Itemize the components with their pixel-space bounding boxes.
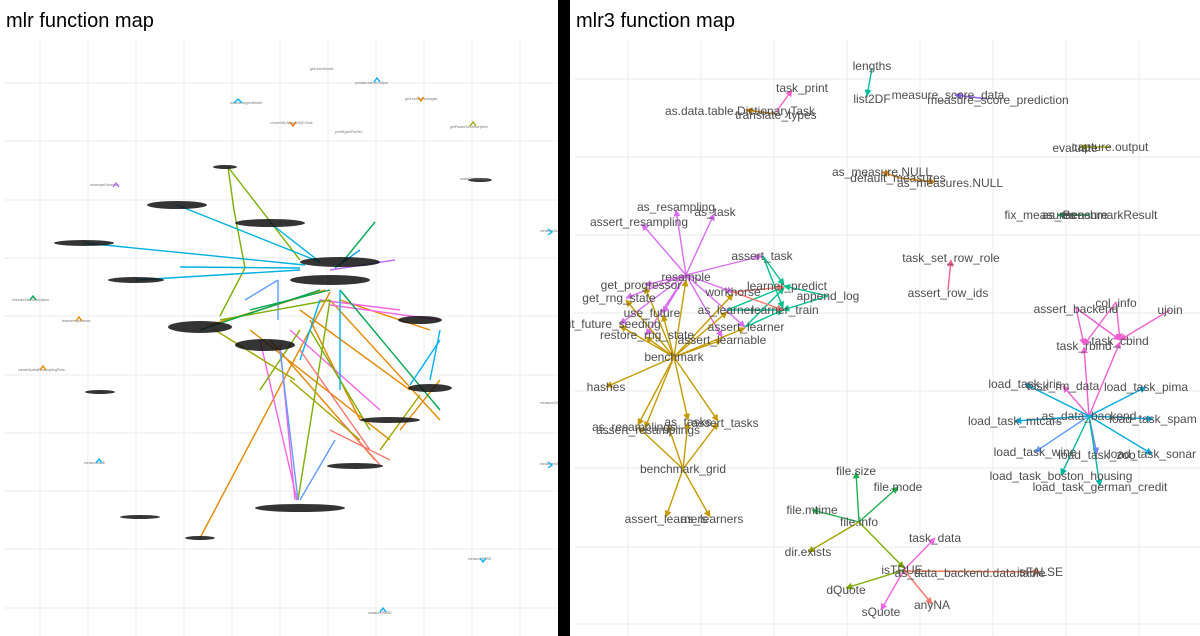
svg-text:assert_resamplings: assert_resamplings xyxy=(596,423,700,437)
svg-text:as_measures.NULL: as_measures.NULL xyxy=(897,176,1003,190)
panel-title: mlr function map xyxy=(6,10,154,33)
svg-text:assert_row_ids: assert_row_ids xyxy=(908,286,989,300)
svg-text:predictLearnerOutput: predictLearnerOutput xyxy=(355,81,388,85)
svg-text:as_resamplings: as_resamplings xyxy=(592,420,676,434)
svg-text:as_resampling: as_resampling xyxy=(637,200,715,214)
svg-text:workhorse: workhorse xyxy=(704,285,761,299)
svg-text:measureMAPE: measureMAPE xyxy=(540,462,558,466)
svg-text:as_learner: as_learner xyxy=(698,303,755,317)
svg-text:assert_tasks: assert_tasks xyxy=(691,416,758,430)
svg-text:load_task_zoo: load_task_zoo xyxy=(1058,448,1136,462)
svg-text:assert_learner: assert_learner xyxy=(708,320,785,334)
svg-text:measureAUC: measureAUC xyxy=(540,229,558,233)
svg-text:assert_resampling: assert_resampling xyxy=(590,215,688,229)
svg-text:sQuote: sQuote xyxy=(862,605,901,619)
svg-text:measure_score_prediction: measure_score_prediction xyxy=(927,93,1068,107)
svg-text:anyNA: anyNA xyxy=(914,598,950,612)
svg-text:use_future: use_future xyxy=(624,306,681,320)
grid-lines xyxy=(574,40,1200,636)
svg-text:file.info: file.info xyxy=(840,515,878,529)
label-clusters xyxy=(54,165,492,540)
svg-text:get_progressor: get_progressor xyxy=(601,278,682,292)
svg-text:file.mtime: file.mtime xyxy=(786,503,838,517)
svg-text:init_future_seeding: init_future_seeding xyxy=(570,317,661,331)
svg-text:BenchmarkResult: BenchmarkResult xyxy=(1063,208,1158,222)
svg-text:as_tasks: as_tasks xyxy=(664,415,711,429)
svg-text:load_task_pima: load_task_pima xyxy=(1104,380,1188,394)
mlr-network-graph: getLearnModel predictLearnerOutput makeW… xyxy=(4,40,558,636)
svg-text:assert_task: assert_task xyxy=(731,249,793,263)
svg-text:get_rng_state: get_rng_state xyxy=(582,291,656,305)
svg-text:assert_backend: assert_backend xyxy=(1034,302,1119,316)
svg-text:dQuote: dQuote xyxy=(826,583,866,597)
svg-text:task_set_row_role: task_set_row_role xyxy=(902,251,1000,265)
svg-text:load_task_spam: load_task_spam xyxy=(1109,412,1196,426)
svg-text:makeCostMeasure: makeCostMeasure xyxy=(460,177,489,181)
svg-text:createSpatialResamplingPlots: createSpatialResamplingPlots xyxy=(18,368,65,372)
svg-text:assert_learnable: assert_learnable xyxy=(678,333,767,347)
svg-text:as_data_backend: as_data_backend xyxy=(1042,409,1137,423)
svg-text:task_cbind: task_cbind xyxy=(1091,334,1148,348)
svg-text:learner_train: learner_train xyxy=(751,303,818,317)
panel-divider xyxy=(558,0,570,636)
svg-text:measure_score_data: measure_score_data xyxy=(892,88,1005,102)
svg-text:load_task_iris: load_task_iris xyxy=(988,377,1061,391)
svg-text:benchmark: benchmark xyxy=(644,350,704,364)
svg-text:task_data: task_data xyxy=(909,531,961,545)
svg-text:benchmark_grid: benchmark_grid xyxy=(640,462,726,476)
svg-text:measureRMSE: measureRMSE xyxy=(368,611,392,615)
svg-text:ujoin: ujoin xyxy=(1157,303,1182,317)
svg-text:task_rbind: task_rbind xyxy=(1056,339,1111,353)
svg-text:getLearnerPackages: getLearnerPackages xyxy=(405,97,438,101)
svg-text:as.data.table.DictionaryTask: as.data.table.DictionaryTask xyxy=(665,104,816,118)
svg-text:load_task_boston_housing: load_task_boston_housing xyxy=(990,469,1133,483)
svg-text:measureSSE: measureSSE xyxy=(540,401,558,405)
svg-text:load_task_sonar: load_task_sonar xyxy=(1108,447,1196,461)
svg-text:printHyperParSet: printHyperParSet xyxy=(335,130,362,134)
mlr3-network-graph: lengths list2DF task_print as.data.table… xyxy=(570,40,1200,636)
svg-text:default_measures: default_measures xyxy=(850,171,945,185)
svg-text:load_task_german_credit: load_task_german_credit xyxy=(1033,480,1168,494)
svg-text:isTRUE: isTRUE xyxy=(881,563,922,577)
svg-text:resample: resample xyxy=(661,270,711,284)
svg-text:assert_learners: assert_learners xyxy=(625,512,708,526)
svg-text:restore_rng_state: restore_rng_state xyxy=(600,328,694,342)
mlr-function-map-panel: mlr function map xyxy=(0,0,558,636)
svg-text:task_print: task_print xyxy=(776,81,829,95)
svg-text:as_learners: as_learners xyxy=(681,512,744,526)
panel-title: mlr3 function map xyxy=(576,10,735,32)
svg-text:makeWrappedModel: makeWrappedModel xyxy=(230,101,262,105)
mlr3-function-map-panel: lengths list2DF task_print as.data.table… xyxy=(570,0,1200,636)
svg-text:col_info: col_info xyxy=(1095,296,1137,310)
svg-text:hashes: hashes xyxy=(587,380,626,394)
svg-text:load_task_mtcars: load_task_mtcars xyxy=(968,414,1062,428)
svg-text:append_log: append_log xyxy=(797,289,860,303)
svg-text:resampleSummary: resampleSummary xyxy=(90,183,120,187)
svg-text:capture.output: capture.output xyxy=(1072,140,1149,154)
svg-text:file.mode: file.mode xyxy=(874,480,923,494)
svg-text:task_rm_data: task_rm_data xyxy=(1027,379,1100,393)
svg-text:dir.exists: dir.exists xyxy=(785,545,832,559)
svg-text:isFALSE: isFALSE xyxy=(1017,565,1063,579)
svg-text:measureMAE: measureMAE xyxy=(84,461,106,465)
svg-text:learner_predict: learner_predict xyxy=(747,279,828,293)
svg-text:evaluate: evaluate xyxy=(1052,141,1098,155)
svg-text:fix_measures: fix_measures xyxy=(1004,208,1075,222)
svg-text:as_data_backend.data.table: as_data_backend.data.table xyxy=(895,566,1046,580)
svg-text:lengths: lengths xyxy=(853,59,892,73)
svg-text:list2DF: list2DF xyxy=(853,92,890,106)
svg-text:getLearnModel: getLearnModel xyxy=(310,67,334,71)
svg-text:file.size: file.size xyxy=(836,464,876,478)
svg-text:load_task_wine: load_task_wine xyxy=(994,445,1077,459)
grid-lines xyxy=(4,40,558,636)
svg-text:as_task: as_task xyxy=(694,205,736,219)
svg-text:as_measure: as_measure xyxy=(1042,208,1108,222)
svg-text:translate_types: translate_types xyxy=(735,108,816,122)
svg-text:as_measure.NULL: as_measure.NULL xyxy=(832,165,932,179)
node-labels: lengths list2DF task_print as.data.table… xyxy=(570,59,1197,619)
edges xyxy=(605,67,1171,611)
svg-text:getParamSetDescription: getParamSetDescription xyxy=(450,125,488,129)
